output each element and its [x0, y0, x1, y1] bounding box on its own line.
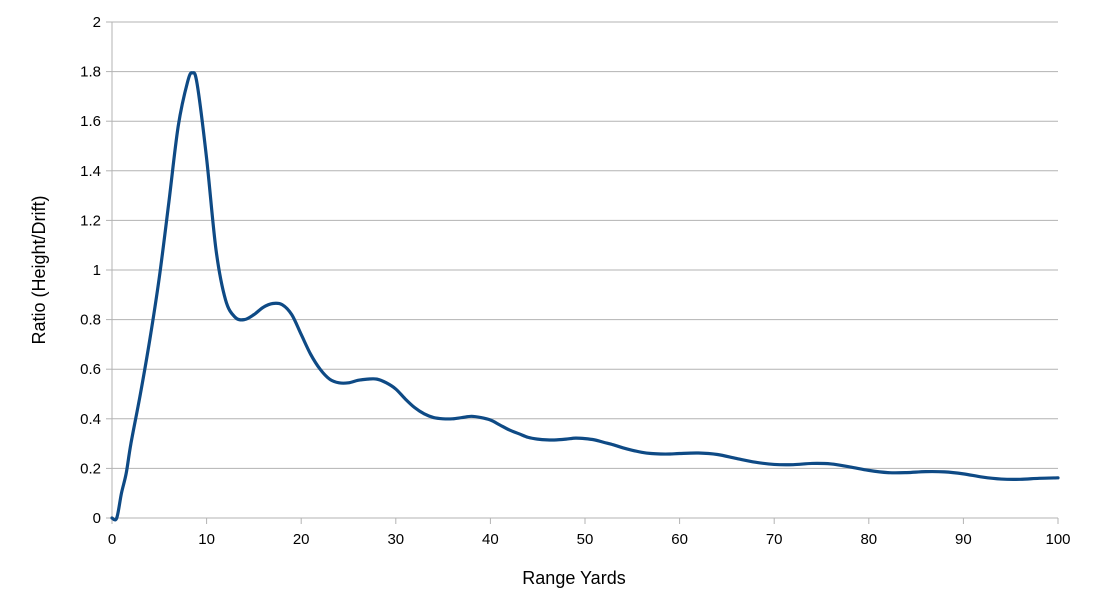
series-layer [110, 71, 1060, 522]
tick-labels: 00.20.40.60.811.21.41.61.820 10 20 30 40 50 60… [80, 14, 1070, 548]
y-tick-label: 0.8 [80, 312, 101, 329]
y-tick-label: 1.8 [80, 64, 101, 81]
x-tick-label: 20 [293, 531, 310, 548]
x-tick-label: 90 [955, 531, 972, 548]
x-tick-label: 60 [671, 531, 688, 548]
y-tick-label: 1.6 [80, 113, 101, 130]
y-tick-label: 2 [93, 14, 101, 31]
x-tick-label: 40 [482, 531, 499, 548]
y-axis-title: Ratio (Height/Drift) [29, 195, 49, 344]
x-axis-title: Range Yards [522, 568, 625, 588]
x-tick-label: 70 [766, 531, 783, 548]
gridlines [112, 21, 1058, 519]
x-tick-label: 100 [1045, 531, 1070, 548]
y-tick-label: 0.4 [80, 411, 101, 428]
x-tick-label: 30 [387, 531, 404, 548]
axes [106, 21, 1059, 524]
x-tick-label: 50 [577, 531, 594, 548]
y-tick-label: 1 [93, 262, 101, 279]
y-tick-label: 1.4 [80, 163, 101, 180]
x-tick-label: 80 [860, 531, 877, 548]
series-line-0 [110, 71, 1060, 522]
x-tick-label: 10 [198, 531, 215, 548]
y-tick-label: 0.2 [80, 460, 101, 477]
y-tick-label: 0.6 [80, 361, 101, 378]
y-tick-label: 0 [93, 510, 101, 527]
x-tick-label: 0 [108, 531, 116, 548]
y-tick-label: 1.2 [80, 212, 101, 229]
